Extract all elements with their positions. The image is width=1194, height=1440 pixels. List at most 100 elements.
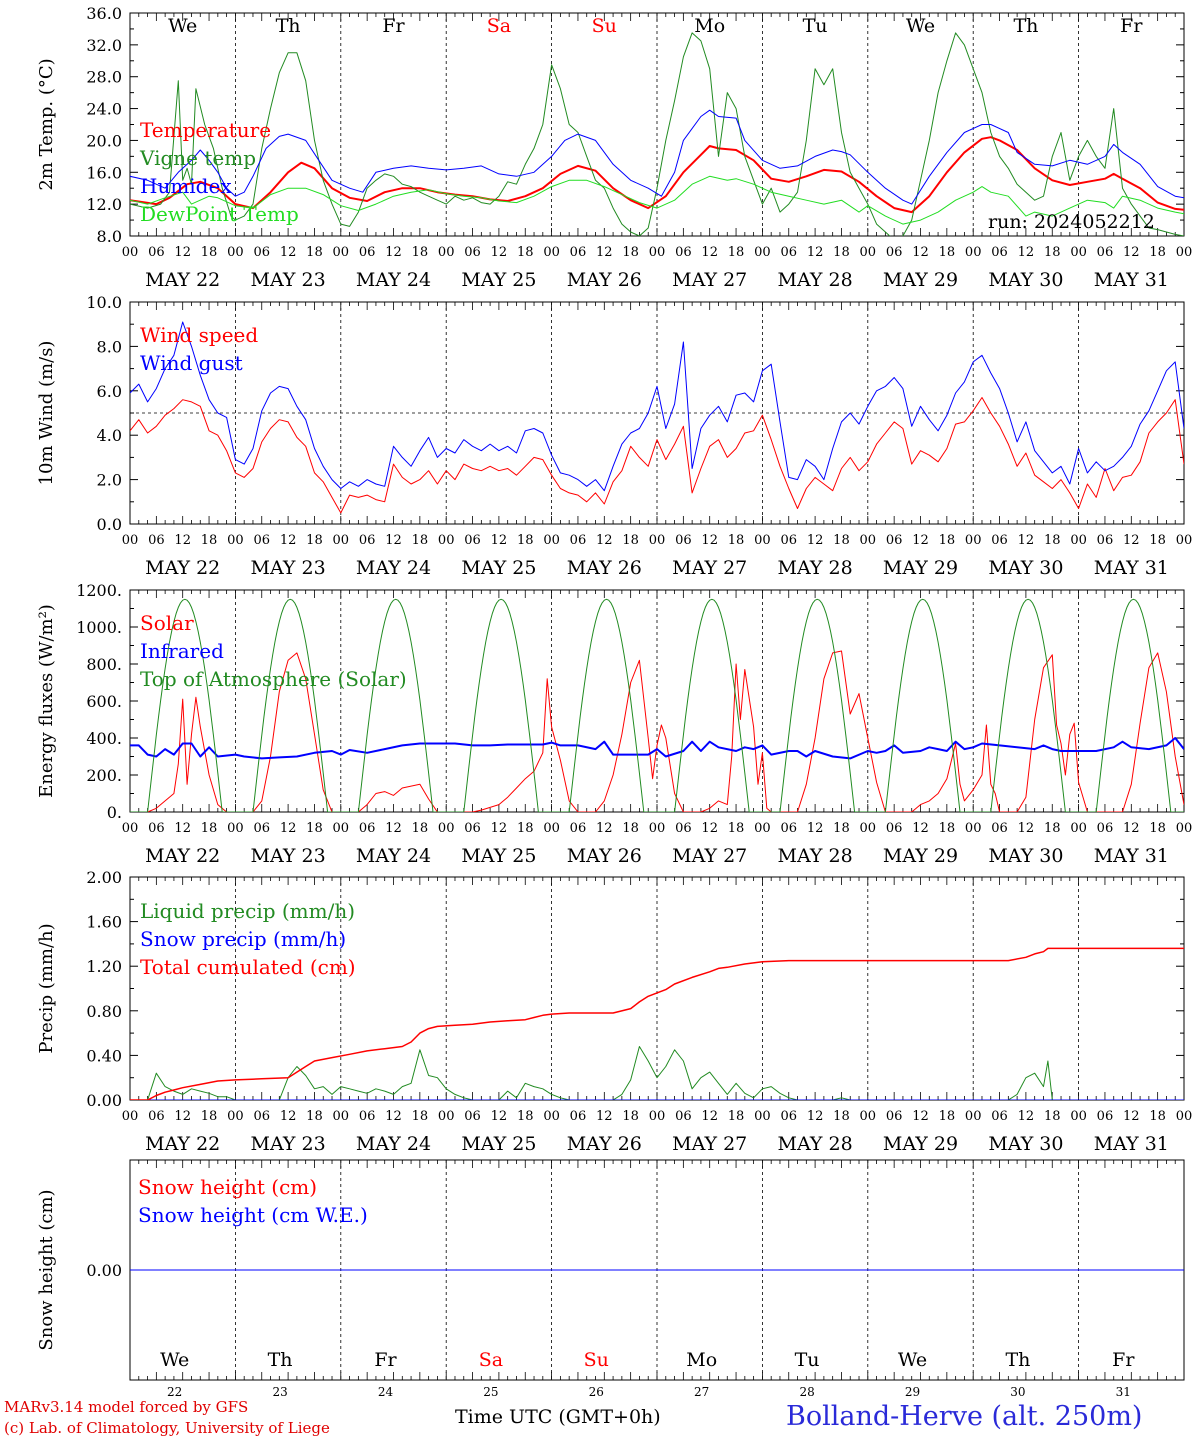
- energy-hour-label: 18: [833, 821, 850, 836]
- temp-hour-label: 18: [622, 245, 639, 260]
- precip-plot-area: [130, 947, 1184, 1100]
- energy-hour-label: 00: [1070, 821, 1087, 836]
- temp-hour-label: 18: [412, 245, 429, 260]
- wind-y-tick-label: 2.0: [97, 471, 122, 490]
- energy-date-label: MAY 25: [461, 845, 536, 867]
- energy-hour-label: 06: [359, 821, 376, 836]
- energy-hour-label: 18: [622, 821, 639, 836]
- lab-credit: (c) Lab. of Climatology, University of L…: [4, 1419, 330, 1437]
- precip-hour-label: 00: [1176, 1109, 1193, 1124]
- precip-hour-label: 18: [622, 1109, 639, 1124]
- energy-hour-label: 00: [754, 821, 771, 836]
- energy-date-label: MAY 23: [251, 845, 326, 867]
- wind-hour-label: 00: [754, 533, 771, 548]
- wind-y-axis-title: 10m Wind (m/s): [36, 341, 57, 486]
- temp-date-label: MAY 22: [145, 269, 220, 291]
- energy-legend-entry: Infrared: [140, 639, 224, 663]
- precip-hour-label: 06: [148, 1109, 165, 1124]
- precip-hour-label: 12: [280, 1109, 297, 1124]
- precip-y-tick-label: 1.60: [86, 913, 122, 932]
- wind-hour-label: 18: [939, 533, 956, 548]
- temp-weekday-label: We: [906, 15, 935, 37]
- energy-hour-label: 12: [701, 821, 718, 836]
- temp-hour-label: 00: [438, 245, 455, 260]
- wind-date-label: MAY 29: [883, 557, 958, 579]
- wind-hour-label: 06: [148, 533, 165, 548]
- energy-hour-label: 18: [728, 821, 745, 836]
- temp-y-tick-label: 32.0: [86, 36, 122, 55]
- temp-hour-label: 00: [965, 245, 982, 260]
- energy-hour-label: 00: [333, 821, 350, 836]
- energy-y-tick-label: 0.: [107, 803, 122, 822]
- energy-hour-label: 06: [570, 821, 587, 836]
- precip-hour-label: 18: [1044, 1109, 1061, 1124]
- wind-hour-label: 12: [385, 533, 402, 548]
- wind-hour-label: 12: [491, 533, 508, 548]
- energy-legend-entry: Solar: [140, 611, 194, 635]
- snow-weekday-label: Su: [584, 1349, 609, 1371]
- energy-series-infrared: [130, 737, 1184, 760]
- temp-date-label: MAY 24: [356, 269, 431, 291]
- wind-hour-label: 00: [860, 533, 877, 548]
- run-label: run: 2024052212: [988, 211, 1155, 233]
- snow-legend-entry: Snow height (cm W.E.): [138, 1203, 368, 1227]
- wind-hour-label: 12: [701, 533, 718, 548]
- temp-date-label: MAY 25: [461, 269, 536, 291]
- temp-hour-label: 12: [1123, 245, 1140, 260]
- energy-y-axis-title: Energy fluxes (W/m²): [36, 604, 57, 798]
- temp-hour-label: 00: [122, 245, 139, 260]
- wind-hour-label: 18: [1149, 533, 1166, 548]
- energy-hour-label: 06: [253, 821, 270, 836]
- energy-hour-label: 06: [1097, 821, 1114, 836]
- temp-hour-label: 00: [1070, 245, 1087, 260]
- precip-date-label: MAY 28: [778, 1133, 853, 1155]
- precip-hour-label: 12: [1123, 1109, 1140, 1124]
- temp-hour-label: 18: [939, 245, 956, 260]
- temp-weekday-label: Th: [276, 15, 301, 37]
- temp-hour-label: 06: [675, 245, 692, 260]
- energy-series-top-of-atmosphere-solar: [130, 598, 1184, 812]
- temp-hour-label: 06: [1097, 245, 1114, 260]
- precip-hour-label: 06: [464, 1109, 481, 1124]
- wind-hour-label: 12: [596, 533, 613, 548]
- energy-hour-label: 18: [1149, 821, 1166, 836]
- temp-hour-label: 06: [253, 245, 270, 260]
- precip-hour-label: 18: [306, 1109, 323, 1124]
- energy-date-label: MAY 24: [356, 845, 431, 867]
- temp-hour-label: 00: [1176, 245, 1193, 260]
- temp-series-dewpoint-temp: [130, 175, 1184, 225]
- temp-date-label: MAY 28: [778, 269, 853, 291]
- energy-hour-label: 06: [148, 821, 165, 836]
- energy-hour-label: 00: [227, 821, 244, 836]
- snow-weekday-label: Sa: [479, 1349, 503, 1371]
- temp-hour-label: 06: [148, 245, 165, 260]
- wind-hour-label: 00: [965, 533, 982, 548]
- panel-snow: 0.00 Snow height (cm) Snow height (cm) Snow…: [36, 1159, 1185, 1399]
- day-number-label: 24: [378, 1385, 394, 1399]
- temp-hour-label: 06: [464, 245, 481, 260]
- wind-hour-label: 06: [570, 533, 587, 548]
- precip-hour-label: 06: [359, 1109, 376, 1124]
- temp-date-label: MAY 29: [883, 269, 958, 291]
- wind-hour-label: 12: [174, 533, 191, 548]
- temp-hour-label: 12: [807, 245, 824, 260]
- precip-date-label: MAY 30: [988, 1133, 1063, 1155]
- energy-hour-label: 06: [780, 821, 797, 836]
- precip-hour-label: 06: [570, 1109, 587, 1124]
- energy-hour-label: 00: [965, 821, 982, 836]
- temp-hour-label: 18: [517, 245, 534, 260]
- temp-weekday-label: Th: [1013, 15, 1038, 37]
- precip-hour-label: 06: [253, 1109, 270, 1124]
- temp-hour-label: 18: [1149, 245, 1166, 260]
- wind-date-label: MAY 31: [1094, 557, 1169, 579]
- energy-hour-label: 18: [1044, 821, 1061, 836]
- wind-hour-label: 00: [543, 533, 560, 548]
- snow-weekday-label: Th: [268, 1349, 293, 1371]
- day-number-label: 29: [905, 1385, 920, 1399]
- precip-hour-label: 18: [201, 1109, 218, 1124]
- wind-hour-label: 18: [1044, 533, 1061, 548]
- wind-hour-label: 06: [464, 533, 481, 548]
- wind-hour-label: 06: [675, 533, 692, 548]
- energy-hour-label: 06: [464, 821, 481, 836]
- wind-hour-label: 18: [728, 533, 745, 548]
